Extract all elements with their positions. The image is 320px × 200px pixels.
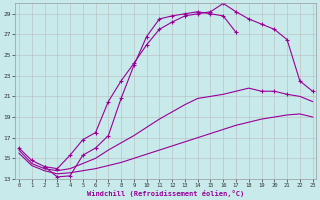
X-axis label: Windchill (Refroidissement éolien,°C): Windchill (Refroidissement éolien,°C) bbox=[87, 190, 244, 197]
